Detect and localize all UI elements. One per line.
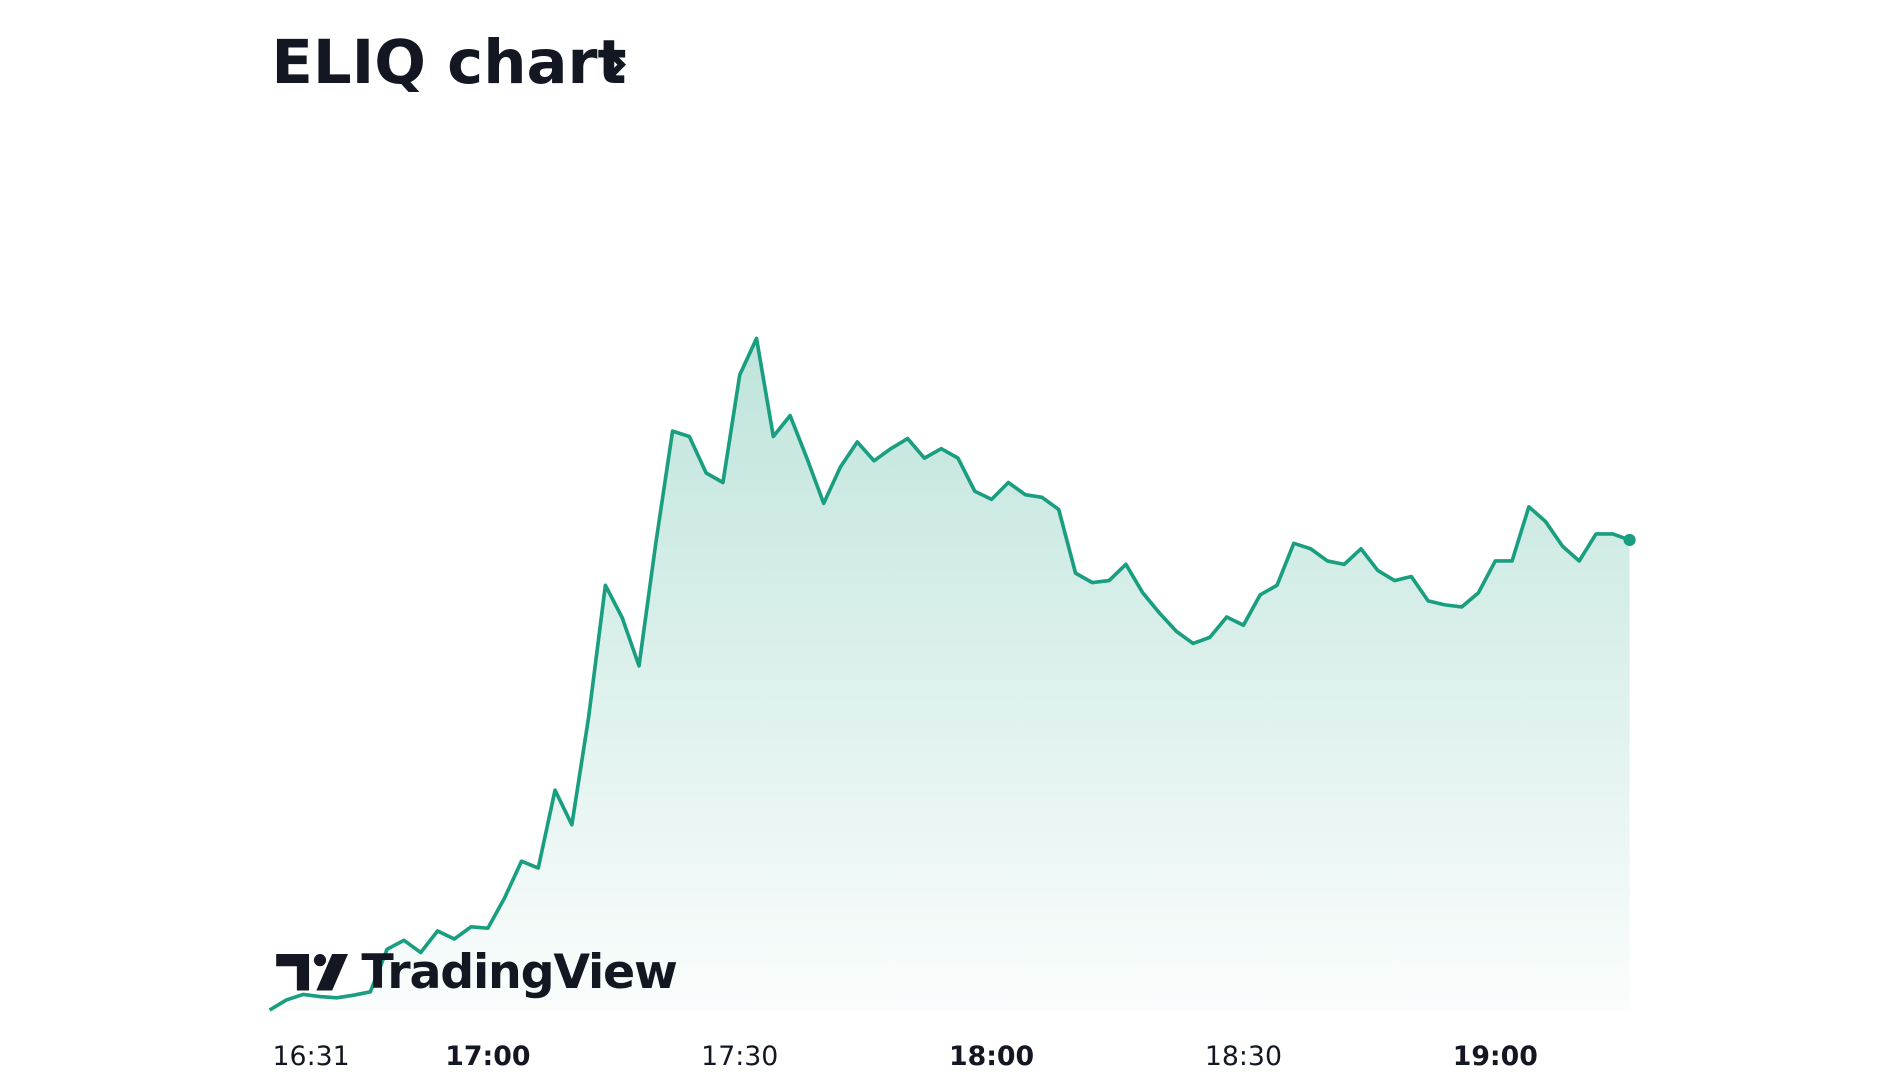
brand-text: TradingView	[361, 945, 677, 1000]
x-tick-label: 17:00	[445, 1041, 530, 1072]
logo-dot	[313, 954, 327, 967]
last-point	[1623, 533, 1636, 547]
x-tick-label: 19:00	[1453, 1041, 1538, 1072]
brand-logo: TradingView	[276, 945, 678, 1000]
x-tick-label: 18:30	[1205, 1041, 1282, 1072]
title-chevron[interactable]	[606, 49, 627, 81]
area	[269, 338, 1630, 1011]
line	[268, 336, 1631, 1012]
logo-bar	[276, 954, 310, 991]
logo-slash	[316, 954, 348, 991]
chart-title: ELIQ chart	[271, 28, 626, 98]
x-tick-label: 18:00	[949, 1041, 1034, 1072]
plot: 16:31 17:00 17:30 18:00 18:30 19:00	[268, 336, 1636, 1072]
x-tick-label: 17:30	[701, 1041, 778, 1072]
x-tick-label: 16:31	[273, 1041, 350, 1072]
